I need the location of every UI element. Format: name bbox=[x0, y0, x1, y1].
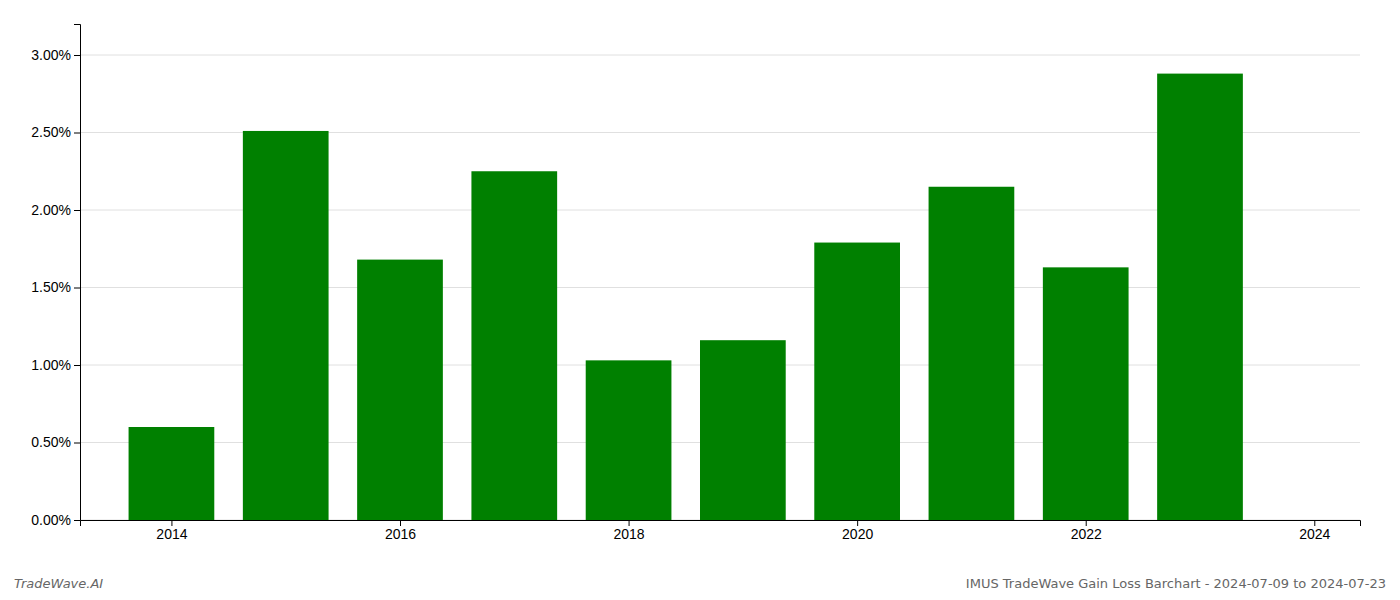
bar bbox=[929, 187, 1015, 520]
x-tick: 2014 bbox=[156, 520, 187, 542]
y-tick-label: 3.00% bbox=[31, 47, 71, 63]
x-tick: 2016 bbox=[385, 520, 416, 542]
chart: 2014 2016 2018 2020 2022 2024 0.00% 0.50% 1.00% 1… bbox=[0, 0, 1400, 600]
x-tick-label: 2022 bbox=[1071, 526, 1102, 542]
bar bbox=[129, 427, 215, 520]
x-axis: 2014 2016 2018 2020 2022 2024 bbox=[81, 520, 1361, 542]
bar bbox=[243, 131, 329, 520]
x-tick-label: 2014 bbox=[156, 526, 187, 542]
bar bbox=[586, 360, 672, 520]
grid bbox=[80, 55, 1360, 520]
y-tick-mark bbox=[74, 210, 80, 211]
y-tick-label: 2.50% bbox=[31, 124, 71, 140]
x-tick: 2020 bbox=[842, 520, 873, 542]
y-tick-label: 0.50% bbox=[31, 434, 71, 450]
y-tick-mark bbox=[74, 443, 80, 444]
y-axis: 0.00% 0.50% 1.00% 1.50% 2.00% 2.50% 3.00% bbox=[31, 25, 80, 528]
x-tick-label: 2018 bbox=[613, 526, 644, 542]
bar bbox=[814, 243, 900, 520]
x-axis-line bbox=[81, 521, 1361, 527]
x-tick-label: 2020 bbox=[842, 526, 873, 542]
y-tick-mark bbox=[74, 133, 80, 134]
grid-line bbox=[80, 55, 1360, 56]
y-tick-mark bbox=[74, 520, 80, 521]
footer-left: TradeWave.AI bbox=[14, 576, 103, 591]
y-tick: 2.50% bbox=[31, 124, 80, 140]
x-tick: 2024 bbox=[1299, 520, 1330, 542]
y-axis-line bbox=[74, 25, 81, 521]
plot: 2014 2016 2018 2020 2022 2024 0.00% 0.50% 1.00% 1… bbox=[31, 25, 1360, 542]
y-tick: 1.50% bbox=[31, 279, 80, 295]
y-tick-mark bbox=[74, 365, 80, 366]
x-tick-label: 2024 bbox=[1299, 526, 1330, 542]
bar bbox=[471, 171, 557, 520]
y-tick-label: 0.00% bbox=[31, 512, 71, 528]
x-tick: 2018 bbox=[613, 520, 644, 542]
y-tick: 2.00% bbox=[31, 202, 80, 218]
footer-right: IMUS TradeWave Gain Loss Barchart - 2024… bbox=[966, 576, 1386, 591]
footer: TradeWave.AI IMUS TradeWave Gain Loss Bar… bbox=[14, 576, 1386, 591]
y-tick: 0.50% bbox=[31, 434, 80, 450]
bar bbox=[1157, 74, 1243, 520]
y-tick: 1.00% bbox=[31, 357, 80, 373]
bar bbox=[700, 340, 786, 520]
x-tick: 2022 bbox=[1071, 520, 1102, 542]
y-tick-mark bbox=[74, 55, 80, 56]
y-tick: 0.00% bbox=[31, 512, 80, 528]
x-tick-label: 2016 bbox=[385, 526, 416, 542]
bar bbox=[357, 260, 443, 520]
bar bbox=[1043, 267, 1129, 520]
y-tick-mark bbox=[74, 288, 80, 289]
y-tick-label: 2.00% bbox=[31, 202, 71, 218]
y-tick-label: 1.00% bbox=[31, 357, 71, 373]
y-tick: 3.00% bbox=[31, 47, 80, 63]
y-tick-label: 1.50% bbox=[31, 279, 71, 295]
bars bbox=[129, 74, 1243, 520]
